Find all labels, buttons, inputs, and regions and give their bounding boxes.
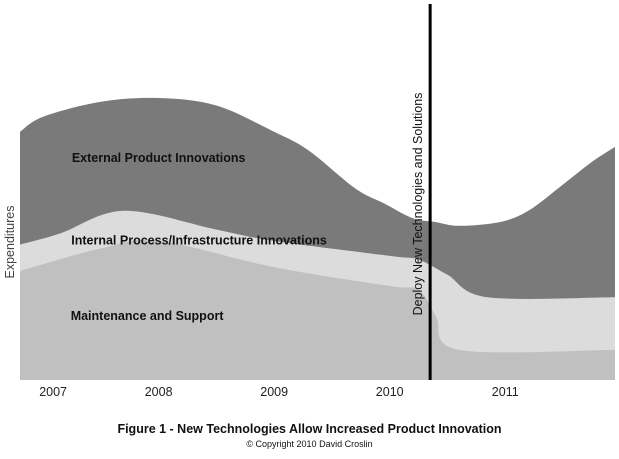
series-label-internal-process-infrastructure-innovations: Internal Process/Infrastructure Innovati… — [71, 234, 327, 248]
x-tick-2009: 2009 — [260, 385, 288, 399]
x-tick-2008: 2008 — [145, 385, 173, 399]
series-label-external-product-innovations: External Product Innovations — [72, 151, 246, 165]
area-maintenance-and-support — [20, 239, 615, 380]
x-tick-2007: 2007 — [39, 385, 67, 399]
x-tick-2010: 2010 — [376, 385, 404, 399]
y-axis-label: Expenditures — [3, 206, 17, 279]
x-tick-2011: 2011 — [492, 385, 519, 399]
milestone-label: Deploy New Technologies and Solutions — [411, 93, 425, 316]
series-label-maintenance-and-support: Maintenance and Support — [71, 309, 225, 323]
figure-caption: Figure 1 - New Technologies Allow Increa… — [117, 422, 502, 436]
copyright-notice: © Copyright 2010 David Croslin — [246, 439, 373, 449]
